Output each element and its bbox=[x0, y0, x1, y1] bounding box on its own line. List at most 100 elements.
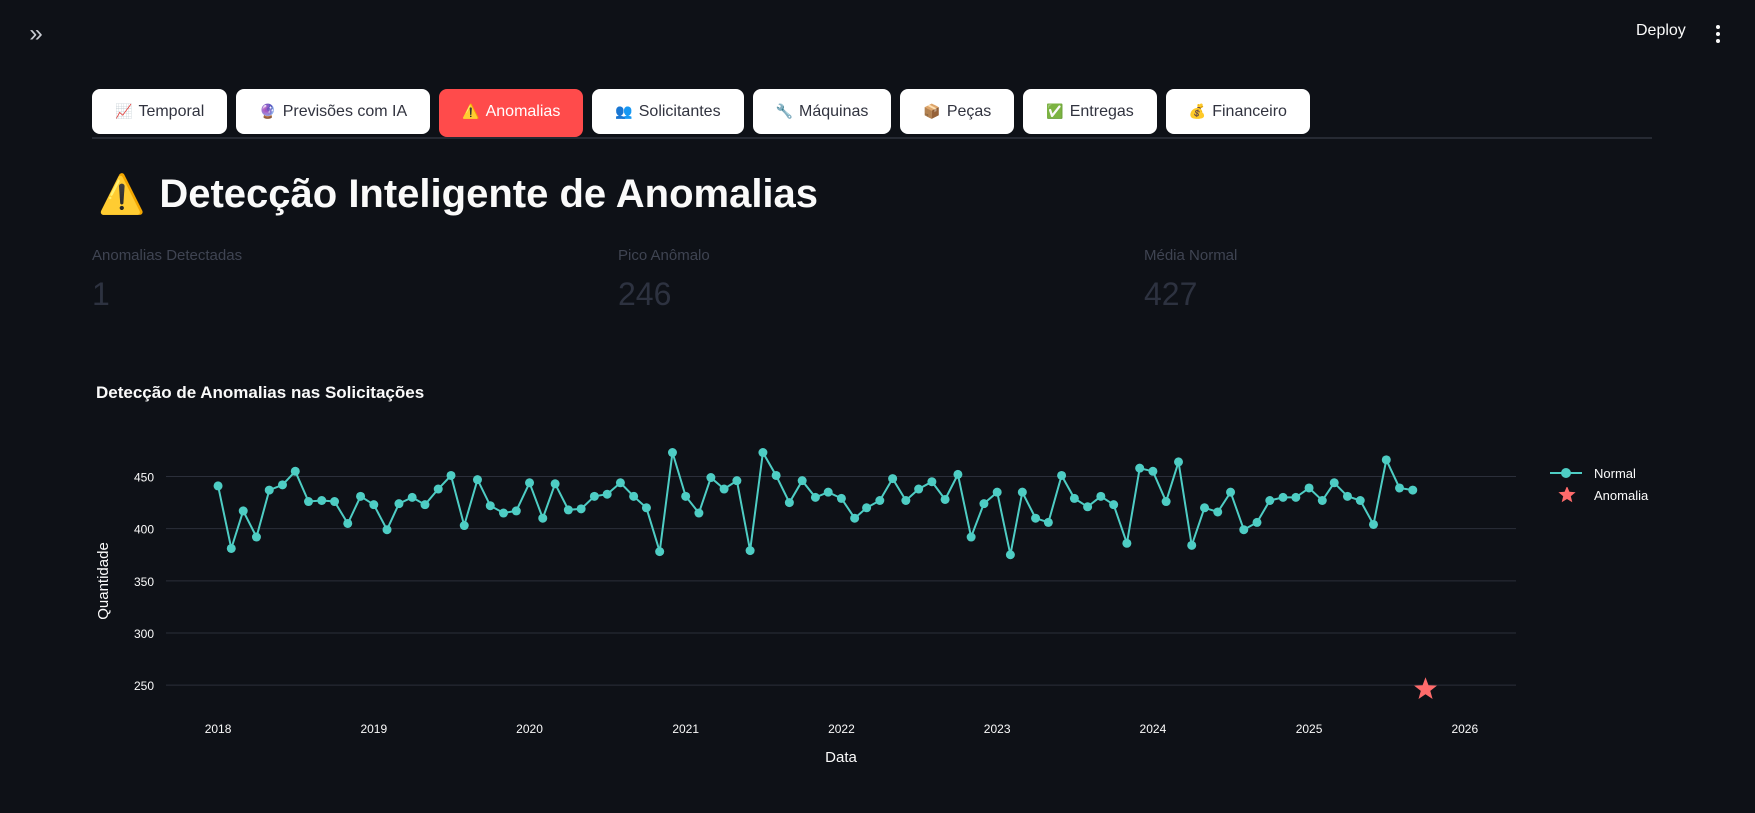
data-point-normal bbox=[433, 484, 443, 494]
data-point-normal bbox=[641, 503, 651, 513]
data-point-normal bbox=[862, 503, 872, 513]
package-icon: 📦 bbox=[923, 103, 941, 119]
metric-label: Média Normal bbox=[1144, 247, 1238, 264]
metric-label: Pico Anômalo bbox=[618, 247, 710, 264]
tab-anomalias[interactable]: ⚠️ Anomalias bbox=[439, 89, 584, 134]
sidebar-expand-icon[interactable]: » bbox=[29, 20, 43, 47]
x-tick-label: 2026 bbox=[1451, 722, 1478, 736]
data-point-normal bbox=[655, 547, 665, 557]
legend-item-normal[interactable]: Normal bbox=[1548, 462, 1648, 484]
data-point-normal bbox=[330, 497, 340, 507]
data-point-normal bbox=[1342, 491, 1352, 501]
tab-financeiro[interactable]: 💰 Financeiro bbox=[1165, 89, 1310, 134]
data-point-normal bbox=[317, 496, 327, 506]
tab-entregas[interactable]: ✅ Entregas bbox=[1023, 89, 1157, 134]
warning-icon: ⚠️ bbox=[98, 173, 146, 216]
x-tick-label: 2021 bbox=[672, 722, 699, 736]
data-point-normal bbox=[589, 491, 599, 501]
data-point-normal bbox=[1200, 503, 1210, 513]
x-tick-label: 2020 bbox=[516, 722, 543, 736]
data-point-normal bbox=[1239, 525, 1249, 535]
crystal-ball-icon: 🔮 bbox=[259, 103, 277, 119]
tab-solicitantes[interactable]: 👥 Solicitantes bbox=[592, 89, 744, 134]
tab-pecas[interactable]: 📦 Peças bbox=[900, 89, 1015, 134]
legend-item-anomalia[interactable]: Anomalia bbox=[1548, 484, 1648, 506]
data-point-normal bbox=[797, 476, 807, 486]
data-point-normal bbox=[694, 508, 704, 518]
data-point-normal bbox=[576, 504, 586, 514]
data-point-normal bbox=[940, 494, 950, 504]
metric-media-normal: Média Normal 427 bbox=[1144, 247, 1237, 313]
data-point-normal bbox=[1291, 492, 1301, 502]
tab-label: Previsões com IA bbox=[282, 102, 408, 120]
data-point-normal bbox=[394, 499, 404, 509]
data-point-normal bbox=[850, 513, 860, 523]
x-tick-label: 2022 bbox=[828, 722, 855, 736]
data-point-normal bbox=[1408, 485, 1418, 495]
metric-value: 1 bbox=[92, 276, 110, 312]
x-tick-label: 2023 bbox=[984, 722, 1011, 736]
y-tick-label: 450 bbox=[134, 471, 154, 485]
y-tick-label: 300 bbox=[134, 627, 154, 641]
main-menu-icon[interactable] bbox=[1708, 18, 1728, 50]
data-point-normal bbox=[369, 500, 379, 510]
data-point-normal bbox=[1395, 483, 1405, 493]
tab-label: Solicitantes bbox=[638, 102, 721, 120]
data-point-normal bbox=[226, 543, 236, 553]
page-title-text: Detecção Inteligente de Anomalias bbox=[159, 172, 819, 216]
data-point-normal bbox=[251, 532, 261, 542]
y-axis-title: Quantidade bbox=[95, 542, 112, 620]
data-point-normal bbox=[1187, 540, 1197, 550]
data-point-normal bbox=[290, 466, 300, 476]
data-point-normal bbox=[681, 491, 691, 501]
y-tick-label: 250 bbox=[134, 679, 154, 693]
data-point-normal bbox=[1252, 517, 1262, 527]
wrench-icon: 🔧 bbox=[775, 103, 794, 119]
money-bag-icon: 💰 bbox=[1188, 103, 1207, 119]
data-point-normal bbox=[1317, 496, 1327, 506]
data-point-normal bbox=[213, 481, 223, 491]
data-point-normal bbox=[459, 521, 469, 531]
tab-previsoes[interactable]: 🔮 Previsões com IA bbox=[236, 89, 431, 134]
data-point-normal bbox=[1304, 483, 1314, 493]
data-point-normal bbox=[264, 485, 274, 495]
data-point-normal bbox=[1109, 500, 1119, 510]
data-point-normal bbox=[1069, 493, 1079, 503]
data-point-normal bbox=[667, 448, 677, 458]
data-point-normal bbox=[1148, 466, 1158, 476]
data-point-normal bbox=[550, 479, 560, 489]
data-point-anomaly-star bbox=[1414, 677, 1437, 699]
data-point-normal bbox=[304, 497, 314, 507]
data-point-normal bbox=[1161, 497, 1171, 507]
data-point-normal bbox=[914, 484, 924, 494]
data-point-normal bbox=[1005, 550, 1015, 560]
data-point-normal bbox=[745, 546, 755, 556]
data-point-normal bbox=[784, 498, 794, 508]
data-point-normal bbox=[979, 499, 989, 509]
tab-maquinas[interactable]: 🔧 Máquinas bbox=[752, 89, 892, 134]
data-point-normal bbox=[407, 492, 417, 502]
data-point-normal bbox=[836, 493, 846, 503]
data-point-normal bbox=[1043, 517, 1053, 527]
y-tick-label: 400 bbox=[134, 523, 154, 537]
chart-legend: Normal Anomalia bbox=[1548, 462, 1648, 506]
data-point-normal bbox=[1031, 513, 1041, 523]
y-tick-label: 350 bbox=[134, 575, 154, 589]
page-title: ⚠️ Detecção Inteligente de Anomalias bbox=[98, 172, 818, 217]
tab-temporal[interactable]: 📈 Temporal bbox=[92, 89, 228, 134]
data-point-normal bbox=[1226, 487, 1236, 497]
legend-line-marker-icon bbox=[1550, 468, 1582, 478]
data-point-normal bbox=[1122, 538, 1132, 548]
tab-label: Entregas bbox=[1069, 102, 1134, 120]
data-point-normal bbox=[823, 487, 833, 497]
data-point-normal bbox=[1135, 463, 1145, 473]
deploy-button[interactable]: Deploy bbox=[1636, 22, 1686, 39]
data-point-normal bbox=[1174, 457, 1183, 467]
data-point-normal bbox=[758, 448, 768, 458]
data-point-normal bbox=[706, 473, 716, 483]
data-point-normal bbox=[343, 518, 353, 528]
check-icon: ✅ bbox=[1046, 103, 1064, 119]
chart-title: Detecção de Anomalias nas Solicitações bbox=[96, 383, 425, 402]
x-axis-title: Data bbox=[825, 749, 857, 766]
